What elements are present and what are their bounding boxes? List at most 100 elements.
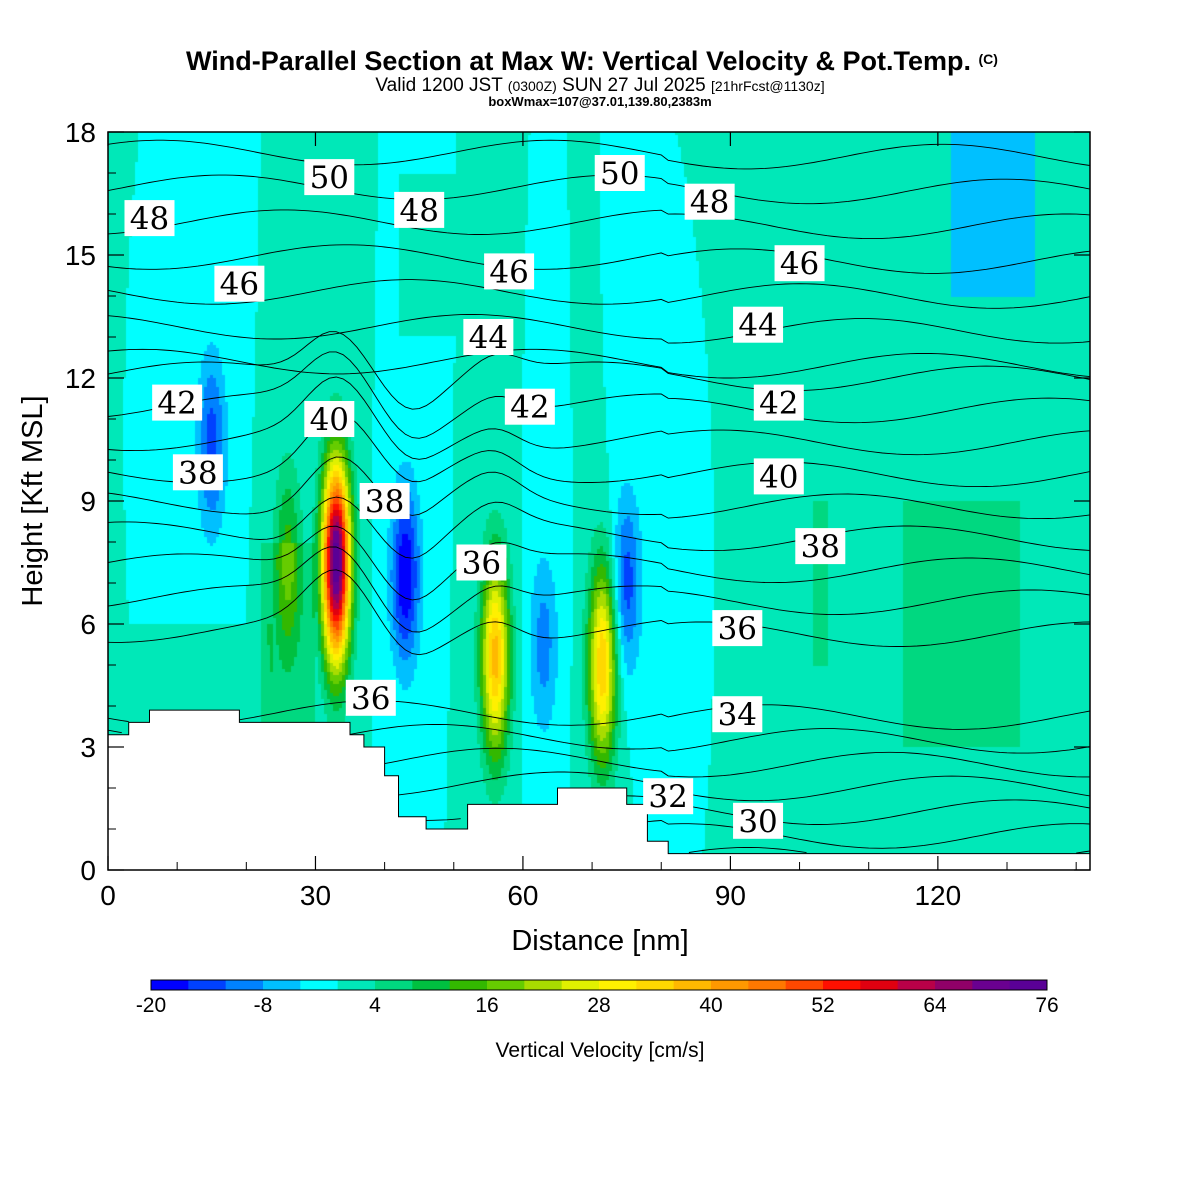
isentrope-label: 50 bbox=[594, 155, 645, 192]
isentrope-line bbox=[108, 376, 1090, 460]
colorbar-swatch bbox=[897, 980, 936, 990]
isentrope-label: 34 bbox=[712, 696, 763, 733]
isentrope-line bbox=[108, 525, 1090, 601]
colorbar-tick-label: 76 bbox=[1035, 994, 1058, 1017]
isentrope-lines bbox=[108, 139, 1090, 854]
colorbar-swatch bbox=[188, 980, 227, 990]
svg-text:38: 38 bbox=[801, 529, 840, 565]
isentrope-label: 36 bbox=[456, 544, 507, 582]
isentrope-line bbox=[108, 413, 1090, 488]
isentrope-label: 40 bbox=[753, 458, 804, 495]
isentrope-line bbox=[108, 279, 1090, 309]
isentrope-label: 48 bbox=[684, 183, 735, 221]
isentrope-label: 32 bbox=[643, 778, 694, 815]
colorbar-swatch bbox=[823, 980, 861, 990]
colorbar-swatch bbox=[785, 980, 824, 990]
isentrope-line bbox=[108, 314, 1090, 344]
isentrope-label: 46 bbox=[774, 245, 825, 282]
colorbar-tick-label: 4 bbox=[369, 994, 381, 1017]
isentrope-line bbox=[108, 209, 1090, 240]
terrain-profile bbox=[108, 709, 1090, 870]
y-tick-label: 12 bbox=[65, 363, 96, 394]
x-axis-label: Distance [nm] bbox=[511, 925, 688, 957]
isentrope-label: 42 bbox=[504, 388, 555, 426]
colorbar-frame bbox=[150, 979, 1048, 991]
isentrope-label: 30 bbox=[733, 802, 784, 840]
svg-text:36: 36 bbox=[718, 611, 757, 647]
svg-text:36: 36 bbox=[462, 546, 501, 582]
svg-text:50: 50 bbox=[600, 156, 639, 192]
isentrope-line bbox=[426, 795, 1090, 825]
svg-text:50: 50 bbox=[310, 160, 349, 196]
y-tick-label: 3 bbox=[80, 732, 96, 763]
isentrope-label: 42 bbox=[753, 384, 804, 422]
colorbar-swatch bbox=[524, 980, 563, 990]
isentrope-label: 38 bbox=[359, 483, 410, 520]
colorbar-swatch bbox=[599, 980, 637, 990]
svg-text:46: 46 bbox=[489, 254, 528, 290]
x-tick-label: 120 bbox=[914, 880, 961, 911]
svg-text:34: 34 bbox=[718, 697, 757, 733]
svg-text:48: 48 bbox=[399, 193, 438, 229]
svg-text:46: 46 bbox=[780, 246, 819, 282]
y-tick-label: 0 bbox=[80, 855, 96, 886]
colorbar-swatch bbox=[561, 980, 600, 990]
x-tick-label: 60 bbox=[507, 880, 538, 911]
colorbar-label: Vertical Velocity [cm/s] bbox=[496, 1039, 705, 1062]
svg-text:38: 38 bbox=[365, 484, 404, 520]
colorbar-tick-label: 52 bbox=[811, 994, 834, 1017]
isentrope-label: 44 bbox=[463, 319, 514, 356]
colorbar-swatch bbox=[636, 980, 675, 990]
svg-text:40: 40 bbox=[310, 402, 349, 438]
svg-text:42: 42 bbox=[759, 386, 798, 422]
svg-text:48: 48 bbox=[130, 201, 169, 237]
colorbar-swatch bbox=[337, 980, 376, 990]
svg-text:30: 30 bbox=[738, 804, 777, 840]
isentrope-line bbox=[688, 847, 1090, 854]
colorbar-tick-label: 64 bbox=[923, 994, 947, 1017]
colorbar-swatch bbox=[860, 980, 899, 990]
svg-text:42: 42 bbox=[157, 386, 196, 422]
isentrope-line bbox=[108, 348, 1090, 379]
colorbar-tick-label: -8 bbox=[254, 994, 273, 1017]
x-tick-label: 0 bbox=[100, 880, 116, 911]
isentrope-line bbox=[108, 569, 1090, 656]
colorbar-swatch bbox=[748, 980, 787, 990]
colorbar-swatch bbox=[412, 980, 451, 990]
svg-text:38: 38 bbox=[178, 455, 217, 491]
colorbar-swatch bbox=[263, 980, 301, 990]
isentrope-label: 50 bbox=[304, 159, 355, 196]
y-tick-label: 15 bbox=[65, 240, 96, 271]
svg-text:40: 40 bbox=[759, 459, 798, 495]
colorbar-swatch bbox=[375, 980, 413, 990]
colorbar-swatch bbox=[225, 980, 264, 990]
isentrope-line bbox=[108, 724, 1090, 754]
colorbar-tick-label: 28 bbox=[587, 994, 610, 1017]
colorbar-swatch bbox=[972, 980, 1011, 990]
isentrope-line bbox=[108, 244, 1090, 274]
colorbar: -20 -8 4 16 28 40 52 64 76 bbox=[136, 979, 1059, 1017]
y-tick-label: 18 bbox=[65, 117, 96, 148]
isentrope-label: 46 bbox=[484, 253, 535, 290]
y-tick-label: 9 bbox=[80, 486, 96, 517]
colorbar-tick-label: -20 bbox=[136, 994, 166, 1017]
svg-text:46: 46 bbox=[220, 267, 259, 303]
isentrope-label: 46 bbox=[214, 265, 265, 303]
x-tick-label: 90 bbox=[715, 880, 746, 911]
svg-text:32: 32 bbox=[648, 779, 687, 815]
colorbar-swatch bbox=[673, 980, 712, 990]
isentrope-label: 40 bbox=[304, 401, 355, 438]
isentrope-label: 36 bbox=[345, 679, 396, 717]
colorbar-swatch bbox=[935, 980, 973, 990]
isentrope-line bbox=[108, 456, 1090, 520]
svg-text:44: 44 bbox=[738, 308, 777, 344]
colorbar-swatch bbox=[449, 980, 488, 990]
isentrope-line bbox=[398, 771, 1090, 802]
colorbar-tick-label: 40 bbox=[699, 994, 722, 1017]
svg-text:48: 48 bbox=[690, 185, 729, 221]
isentrope-line bbox=[384, 747, 1090, 778]
colorbar-swatch bbox=[1009, 980, 1048, 990]
